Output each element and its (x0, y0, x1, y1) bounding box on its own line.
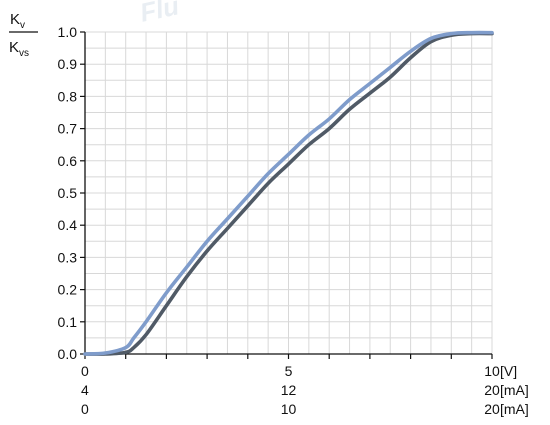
x-tick-label: 20 (484, 401, 500, 417)
y-tick-labels: 0.0 0.1 0.2 0.3 0.4 0.5 0.6 0.7 0.8 0.9 1.0 (58, 24, 78, 362)
y-tick-label: 0.3 (58, 249, 78, 265)
y-tick-label: 0.1 (58, 314, 78, 330)
x-tick-label: 12 (281, 382, 297, 398)
x-tick-label: 5 (285, 363, 293, 379)
x-tick-label: 10 (484, 363, 500, 379)
x-tick-label: 20 (484, 382, 500, 398)
x-unit-label: [mA] (500, 401, 529, 417)
x-tick-label: 10 (281, 401, 297, 417)
x-unit-label: [mA] (500, 382, 529, 398)
y-tick-label: 1.0 (58, 24, 78, 40)
grid (85, 31, 493, 354)
y-tick-label: 0.5 (58, 185, 78, 201)
y-tick-label: 0.4 (58, 217, 78, 233)
y-label-denominator: Kvs (9, 39, 29, 59)
y-tick-label: 0.7 (58, 121, 78, 137)
series-line-1 (83, 30, 494, 356)
series-layer (83, 30, 494, 356)
series-line-2 (83, 31, 494, 356)
x-tick-label: 0 (81, 363, 89, 379)
y-tick-label: 0.0 (58, 346, 78, 362)
y-axis-label: Kv Kvs (9, 11, 38, 59)
x-tick-label: 4 (81, 382, 89, 398)
x-unit-label: [V] (500, 363, 517, 379)
y-tick-label: 0.8 (58, 88, 78, 104)
x-tick-labels: 0 5 10 [V]4 12 20 [mA]0 10 20 [mA] (81, 363, 529, 417)
x-tick-label: 0 (81, 401, 89, 417)
y-label-numerator: Kv (10, 11, 25, 31)
y-tick-label: 0.6 (58, 153, 78, 169)
y-tick-label: 0.9 (58, 56, 78, 72)
axes (80, 31, 493, 359)
y-tick-label: 0.2 (58, 282, 78, 298)
